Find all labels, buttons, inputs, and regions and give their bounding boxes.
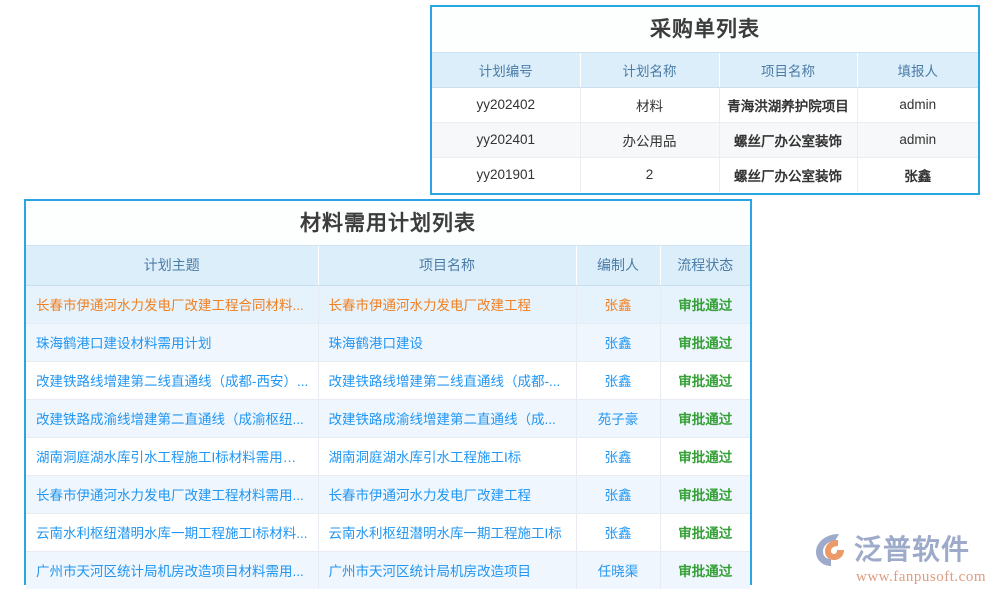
status-badge: 审批通过 [660, 361, 750, 400]
cell-plan-subject[interactable]: 改建铁路线增建第二线直通线（成都-西安）... [26, 361, 319, 400]
status-badge: 审批通过 [660, 475, 750, 514]
column-header-reporter[interactable]: 填报人 [857, 53, 978, 88]
cell-author: 张鑫 [576, 513, 661, 552]
cell-plan-subject[interactable]: 改建铁路成渝线增建第二直通线（成渝枢纽... [26, 399, 319, 438]
purchase-order-list-title: 采购单列表 [432, 7, 978, 53]
status-badge: 审批通过 [660, 323, 750, 362]
cell-plan-subject[interactable]: 云南水利枢纽潜明水库一期工程施工I标材料... [26, 513, 319, 552]
purchase-order-table: 计划编号 计划名称 项目名称 填报人 yy202402 材料 青海洪湖养护院项目… [432, 53, 978, 192]
cell-project-name: 改建铁路线增建第二线直通线（成都-... [318, 361, 577, 400]
cell-plan-subject[interactable]: 广州市天河区统计局机房改造项目材料需用... [26, 551, 319, 589]
table-row[interactable]: yy202401 办公用品 螺丝厂办公室装饰 admin [432, 122, 978, 158]
column-header-author[interactable]: 编制人 [576, 246, 661, 286]
status-badge: 审批通过 [660, 399, 750, 438]
cell-project-name: 珠海鹤港口建设 [318, 323, 577, 362]
table-row[interactable]: 改建铁路成渝线增建第二直通线（成渝枢纽... 改建铁路成渝线增建第二直通线（成.… [26, 399, 750, 438]
table-row[interactable]: 长春市伊通河水力发电厂改建工程合同材料... 长春市伊通河水力发电厂改建工程 张… [26, 285, 750, 324]
cell-project-name: 广州市天河区统计局机房改造项目 [318, 551, 577, 589]
column-header-plan-no[interactable]: 计划编号 [432, 53, 581, 88]
status-badge: 审批通过 [660, 285, 750, 324]
cell-author: 张鑫 [576, 323, 661, 362]
cell-plan-name: 材料 [580, 87, 720, 123]
cell-plan-subject[interactable]: 长春市伊通河水力发电厂改建工程材料需用... [26, 475, 319, 514]
status-badge: 审批通过 [660, 513, 750, 552]
cell-author: 张鑫 [576, 475, 661, 514]
table-header-row: 计划主题 项目名称 编制人 流程状态 [26, 246, 750, 286]
cell-author: 苑子豪 [576, 399, 661, 438]
cell-project-name: 螺丝厂办公室装饰 [719, 157, 858, 192]
column-header-plan-subject[interactable]: 计划主题 [26, 246, 319, 286]
table-row[interactable]: 云南水利枢纽潜明水库一期工程施工I标材料... 云南水利枢纽潜明水库一期工程施工… [26, 513, 750, 552]
cell-author: 任晓渠 [576, 551, 661, 589]
table-row[interactable]: 改建铁路线增建第二线直通线（成都-西安）... 改建铁路线增建第二线直通线（成都… [26, 361, 750, 400]
watermark-url-text: www.fanpusoft.com [855, 569, 986, 585]
cell-project-name: 长春市伊通河水力发电厂改建工程 [318, 475, 577, 514]
watermark: 泛普软件 www.fanpusoft.com [814, 532, 986, 592]
table-row[interactable]: yy201901 2 螺丝厂办公室装饰 张鑫 [432, 157, 978, 192]
cell-plan-subject[interactable]: 长春市伊通河水力发电厂改建工程合同材料... [26, 285, 319, 324]
purchase-order-list-panel: 采购单列表 计划编号 计划名称 项目名称 填报人 yy202402 材料 青海洪… [430, 5, 980, 195]
material-table-body: 长春市伊通河水力发电厂改建工程合同材料... 长春市伊通河水力发电厂改建工程 张… [26, 285, 750, 589]
cell-plan-no: yy202401 [432, 122, 581, 158]
column-header-project-name[interactable]: 项目名称 [318, 246, 577, 286]
cell-plan-name: 2 [580, 157, 720, 192]
table-row[interactable]: yy202402 材料 青海洪湖养护院项目 admin [432, 87, 978, 123]
purchase-order-table-body: yy202402 材料 青海洪湖养护院项目 admin yy202401 办公用… [432, 87, 978, 192]
cell-plan-no: yy202402 [432, 87, 581, 123]
status-badge: 审批通过 [660, 437, 750, 476]
status-badge: 审批通过 [660, 551, 750, 589]
table-row[interactable]: 珠海鹤港口建设材料需用计划 珠海鹤港口建设 张鑫 审批通过 [26, 323, 750, 362]
table-row[interactable]: 广州市天河区统计局机房改造项目材料需用... 广州市天河区统计局机房改造项目 任… [26, 551, 750, 589]
cell-reporter: 张鑫 [857, 157, 978, 192]
table-row[interactable]: 湖南洞庭湖水库引水工程施工I标材料需用计划 湖南洞庭湖水库引水工程施工I标 张鑫… [26, 437, 750, 476]
cell-project-name: 青海洪湖养护院项目 [719, 87, 858, 123]
cell-project-name: 湖南洞庭湖水库引水工程施工I标 [318, 437, 577, 476]
watermark-brand-text: 泛普软件 [854, 534, 971, 565]
material-requirement-plan-title: 材料需用计划列表 [26, 201, 750, 246]
cell-author: 张鑫 [576, 285, 661, 324]
material-table-head: 计划主题 项目名称 编制人 流程状态 [26, 246, 750, 286]
cell-plan-subject[interactable]: 湖南洞庭湖水库引水工程施工I标材料需用计划 [26, 437, 319, 476]
cell-plan-no: yy201901 [432, 157, 581, 192]
cell-plan-name: 办公用品 [580, 122, 720, 158]
column-header-plan-name[interactable]: 计划名称 [580, 53, 720, 88]
cell-reporter: admin [857, 87, 978, 123]
watermark-brand-row: 泛普软件 [814, 532, 986, 568]
cell-author: 张鑫 [576, 361, 661, 400]
cell-project-name: 改建铁路成渝线增建第二直通线（成... [318, 399, 577, 438]
purchase-order-table-head: 计划编号 计划名称 项目名称 填报人 [432, 53, 978, 88]
fanpusoft-logo-icon [814, 532, 850, 568]
cell-project-name: 长春市伊通河水力发电厂改建工程 [318, 285, 577, 324]
cell-plan-subject[interactable]: 珠海鹤港口建设材料需用计划 [26, 323, 319, 362]
material-requirement-plan-table: 计划主题 项目名称 编制人 流程状态 长春市伊通河水力发电厂改建工程合同材料..… [26, 246, 750, 589]
table-header-row: 计划编号 计划名称 项目名称 填报人 [432, 53, 978, 88]
material-requirement-plan-panel: 材料需用计划列表 计划主题 项目名称 编制人 流程状态 长春市伊通河水力发电厂改… [24, 199, 752, 589]
cell-reporter: admin [857, 122, 978, 158]
cell-author: 张鑫 [576, 437, 661, 476]
column-header-project-name[interactable]: 项目名称 [719, 53, 858, 88]
table-row[interactable]: 长春市伊通河水力发电厂改建工程材料需用... 长春市伊通河水力发电厂改建工程 张… [26, 475, 750, 514]
column-header-flow-status[interactable]: 流程状态 [660, 246, 750, 286]
cell-project-name: 螺丝厂办公室装饰 [719, 122, 858, 158]
cell-project-name: 云南水利枢纽潜明水库一期工程施工I标 [318, 513, 577, 552]
